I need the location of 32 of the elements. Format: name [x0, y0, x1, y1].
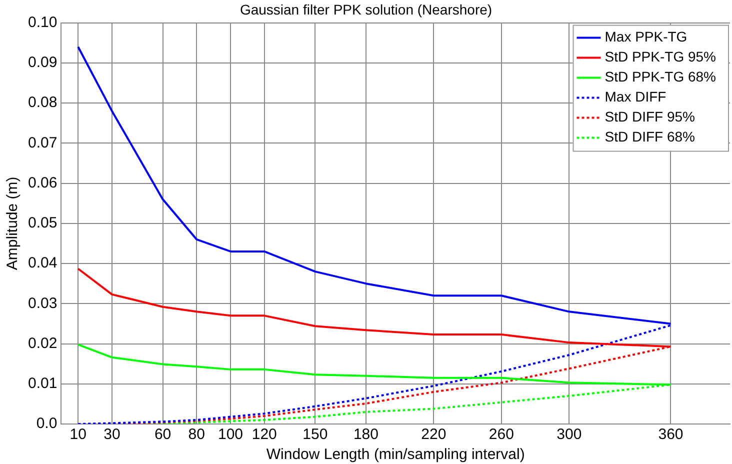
- legend-label: StD PPK-TG 68%: [604, 68, 716, 85]
- y-tick-label: 0.05: [28, 214, 58, 232]
- y-tick-label: 0.07: [28, 134, 58, 152]
- legend-label: StD PPK-TG 95%: [604, 48, 716, 65]
- x-tick-label: 80: [188, 426, 205, 444]
- x-tick-label: 150: [302, 426, 328, 444]
- x-axis-title: Window Length (min/sampling interval): [266, 446, 525, 464]
- x-tick-label: 100: [218, 426, 244, 444]
- y-tick-label: 0.10: [28, 14, 58, 31]
- legend-label: StD DIFF 95%: [604, 108, 695, 125]
- y-axis-title: Amplitude (m): [4, 176, 22, 270]
- y-tick-label: 0.02: [28, 334, 58, 352]
- x-tick-label: 10: [70, 426, 86, 444]
- x-tick-label: 300: [556, 426, 582, 444]
- chart-title: Gaussian filter PPK solution (Nearshore): [240, 1, 492, 18]
- y-tick-label: 0.08: [28, 94, 58, 112]
- y-tick-label: 0.03: [28, 294, 58, 312]
- x-tick-label: 260: [488, 426, 514, 444]
- x-tick-label: 360: [658, 426, 684, 444]
- y-tick-label: 0.04: [28, 254, 58, 272]
- legend-label: StD DIFF 68%: [604, 128, 695, 145]
- y-tick-label: 0.01: [28, 375, 58, 392]
- x-tick-label: 120: [252, 426, 277, 444]
- y-tick-label: 0.0: [36, 415, 58, 432]
- x-tick-label: 220: [421, 426, 446, 444]
- legend-label: Max DIFF: [604, 88, 666, 105]
- x-tick-label: 60: [154, 426, 172, 444]
- legend-label: Max PPK-TG: [604, 28, 688, 45]
- x-tick-label: 30: [104, 426, 120, 444]
- y-tick-label: 0.09: [28, 54, 58, 72]
- y-tick-label: 0.06: [28, 174, 58, 192]
- x-tick-label: 180: [353, 426, 378, 444]
